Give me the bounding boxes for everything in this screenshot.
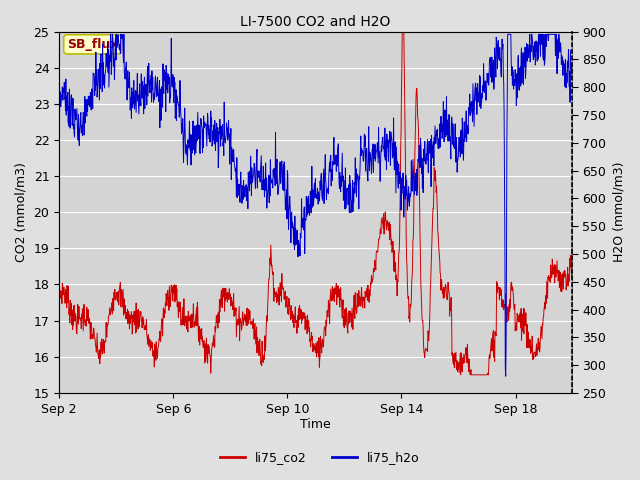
Text: SB_flux: SB_flux xyxy=(67,38,118,51)
X-axis label: Time: Time xyxy=(300,419,331,432)
Title: LI-7500 CO2 and H2O: LI-7500 CO2 and H2O xyxy=(241,15,391,29)
Legend: li75_co2, li75_h2o: li75_co2, li75_h2o xyxy=(215,446,425,469)
Y-axis label: CO2 (mmol/m3): CO2 (mmol/m3) xyxy=(15,162,28,262)
Y-axis label: H2O (mmol/m3): H2O (mmol/m3) xyxy=(612,162,625,263)
